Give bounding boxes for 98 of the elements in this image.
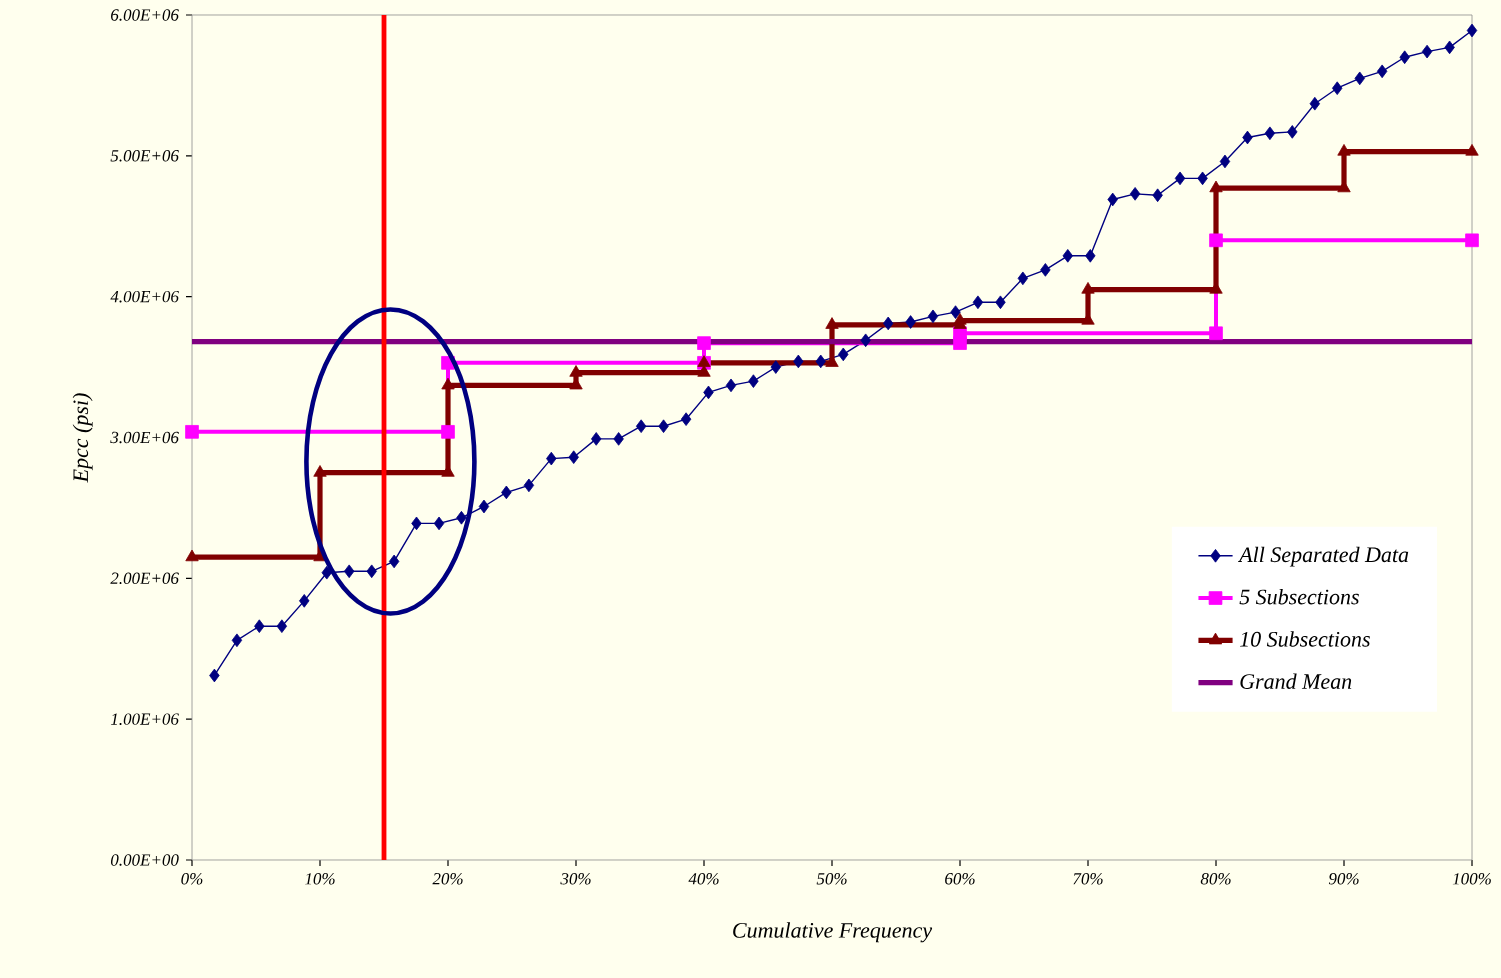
- point: [321, 565, 332, 580]
- point: [1354, 71, 1365, 86]
- point: [591, 432, 602, 446]
- point: [825, 317, 839, 329]
- y-tick-label: 3.00E+06: [110, 431, 179, 444]
- point: [1085, 249, 1096, 263]
- legend-label: 5 Subsections: [1239, 588, 1359, 605]
- point: [1376, 64, 1388, 79]
- point: [523, 478, 535, 493]
- point: [1129, 187, 1141, 201]
- point: [838, 347, 849, 362]
- point: [1209, 233, 1223, 248]
- point: [1017, 271, 1029, 286]
- point: [905, 315, 916, 329]
- x-tick-label: 70%: [1073, 873, 1103, 885]
- point: [860, 333, 871, 348]
- y-tick-label: 6.00E+06: [111, 9, 179, 21]
- point: [703, 385, 714, 400]
- point: [366, 564, 377, 579]
- x-tick-label: 50%: [816, 873, 847, 885]
- point: [478, 499, 490, 514]
- point: [1465, 144, 1479, 156]
- x-tick-label: 90%: [1328, 873, 1359, 885]
- point: [185, 549, 199, 562]
- point: [950, 305, 961, 319]
- x-axis-title: Cumulative Frequency: [733, 922, 933, 943]
- point: [613, 432, 624, 446]
- point: [1332, 81, 1343, 96]
- point: [231, 633, 243, 648]
- point: [1107, 192, 1118, 207]
- point: [770, 360, 782, 374]
- x-tick-label: 10%: [305, 873, 335, 885]
- point: [456, 510, 467, 525]
- point: [883, 316, 894, 331]
- point: [1209, 180, 1223, 193]
- point: [1264, 126, 1276, 141]
- point: [1152, 188, 1163, 203]
- point: [1219, 154, 1231, 169]
- point: [1242, 130, 1253, 145]
- point: [1309, 96, 1321, 111]
- point: [697, 365, 711, 377]
- x-tick-label: 60%: [945, 873, 975, 885]
- point: [276, 619, 288, 633]
- point: [995, 295, 1006, 310]
- point: [1287, 125, 1298, 139]
- point: [411, 516, 422, 531]
- point: [1337, 144, 1351, 156]
- point: [927, 309, 939, 324]
- point: [569, 365, 583, 377]
- point: [254, 619, 265, 633]
- point: [441, 425, 455, 439]
- y-tick-label: 2.00E+06: [110, 572, 179, 585]
- point: [313, 465, 327, 477]
- x-tick-label: 40%: [688, 873, 719, 885]
- point: [697, 336, 711, 350]
- x-tick-label: 80%: [1200, 873, 1231, 885]
- point: [1081, 282, 1095, 294]
- point: [501, 485, 512, 500]
- point: [1062, 249, 1073, 263]
- x-tick-label: 20%: [432, 873, 463, 885]
- point: [1444, 40, 1455, 55]
- point: [1399, 50, 1410, 65]
- point: [793, 354, 804, 369]
- point: [680, 412, 692, 426]
- point: [1209, 326, 1223, 341]
- y-tick-label: 0.00E+00: [110, 854, 179, 866]
- point: [815, 354, 826, 369]
- point: [748, 374, 759, 388]
- y-tick-label: 4.00E+06: [110, 290, 179, 303]
- point: [953, 312, 967, 325]
- y-axis-title: Epcc (psi): [72, 393, 93, 483]
- point: [972, 295, 984, 310]
- point: [388, 554, 400, 569]
- legend-label: Grand Mean: [1240, 673, 1352, 689]
- point: [1421, 44, 1433, 59]
- point: [441, 377, 455, 390]
- point: [1197, 171, 1208, 186]
- x-tick-label: 30%: [560, 873, 591, 885]
- point: [433, 516, 445, 531]
- point: [209, 668, 220, 683]
- legend-label: All Separated Data: [1238, 546, 1409, 567]
- point: [1466, 23, 1478, 38]
- y-tick-label: 1.00E+06: [110, 713, 179, 725]
- point: [299, 594, 310, 608]
- point: [1465, 233, 1479, 248]
- point: [568, 450, 579, 464]
- point: [725, 378, 737, 393]
- legend-label: 10 Subsections: [1239, 631, 1370, 647]
- point: [635, 419, 647, 434]
- point: [1174, 171, 1186, 186]
- point: [1040, 263, 1051, 277]
- point: [185, 425, 199, 439]
- y-tick-label: 5.00E+06: [110, 150, 179, 162]
- point: [658, 419, 669, 434]
- point: [343, 564, 355, 579]
- x-tick-label: 0%: [181, 873, 203, 885]
- x-tick-label: 100%: [1452, 873, 1491, 885]
- point: [546, 451, 557, 466]
